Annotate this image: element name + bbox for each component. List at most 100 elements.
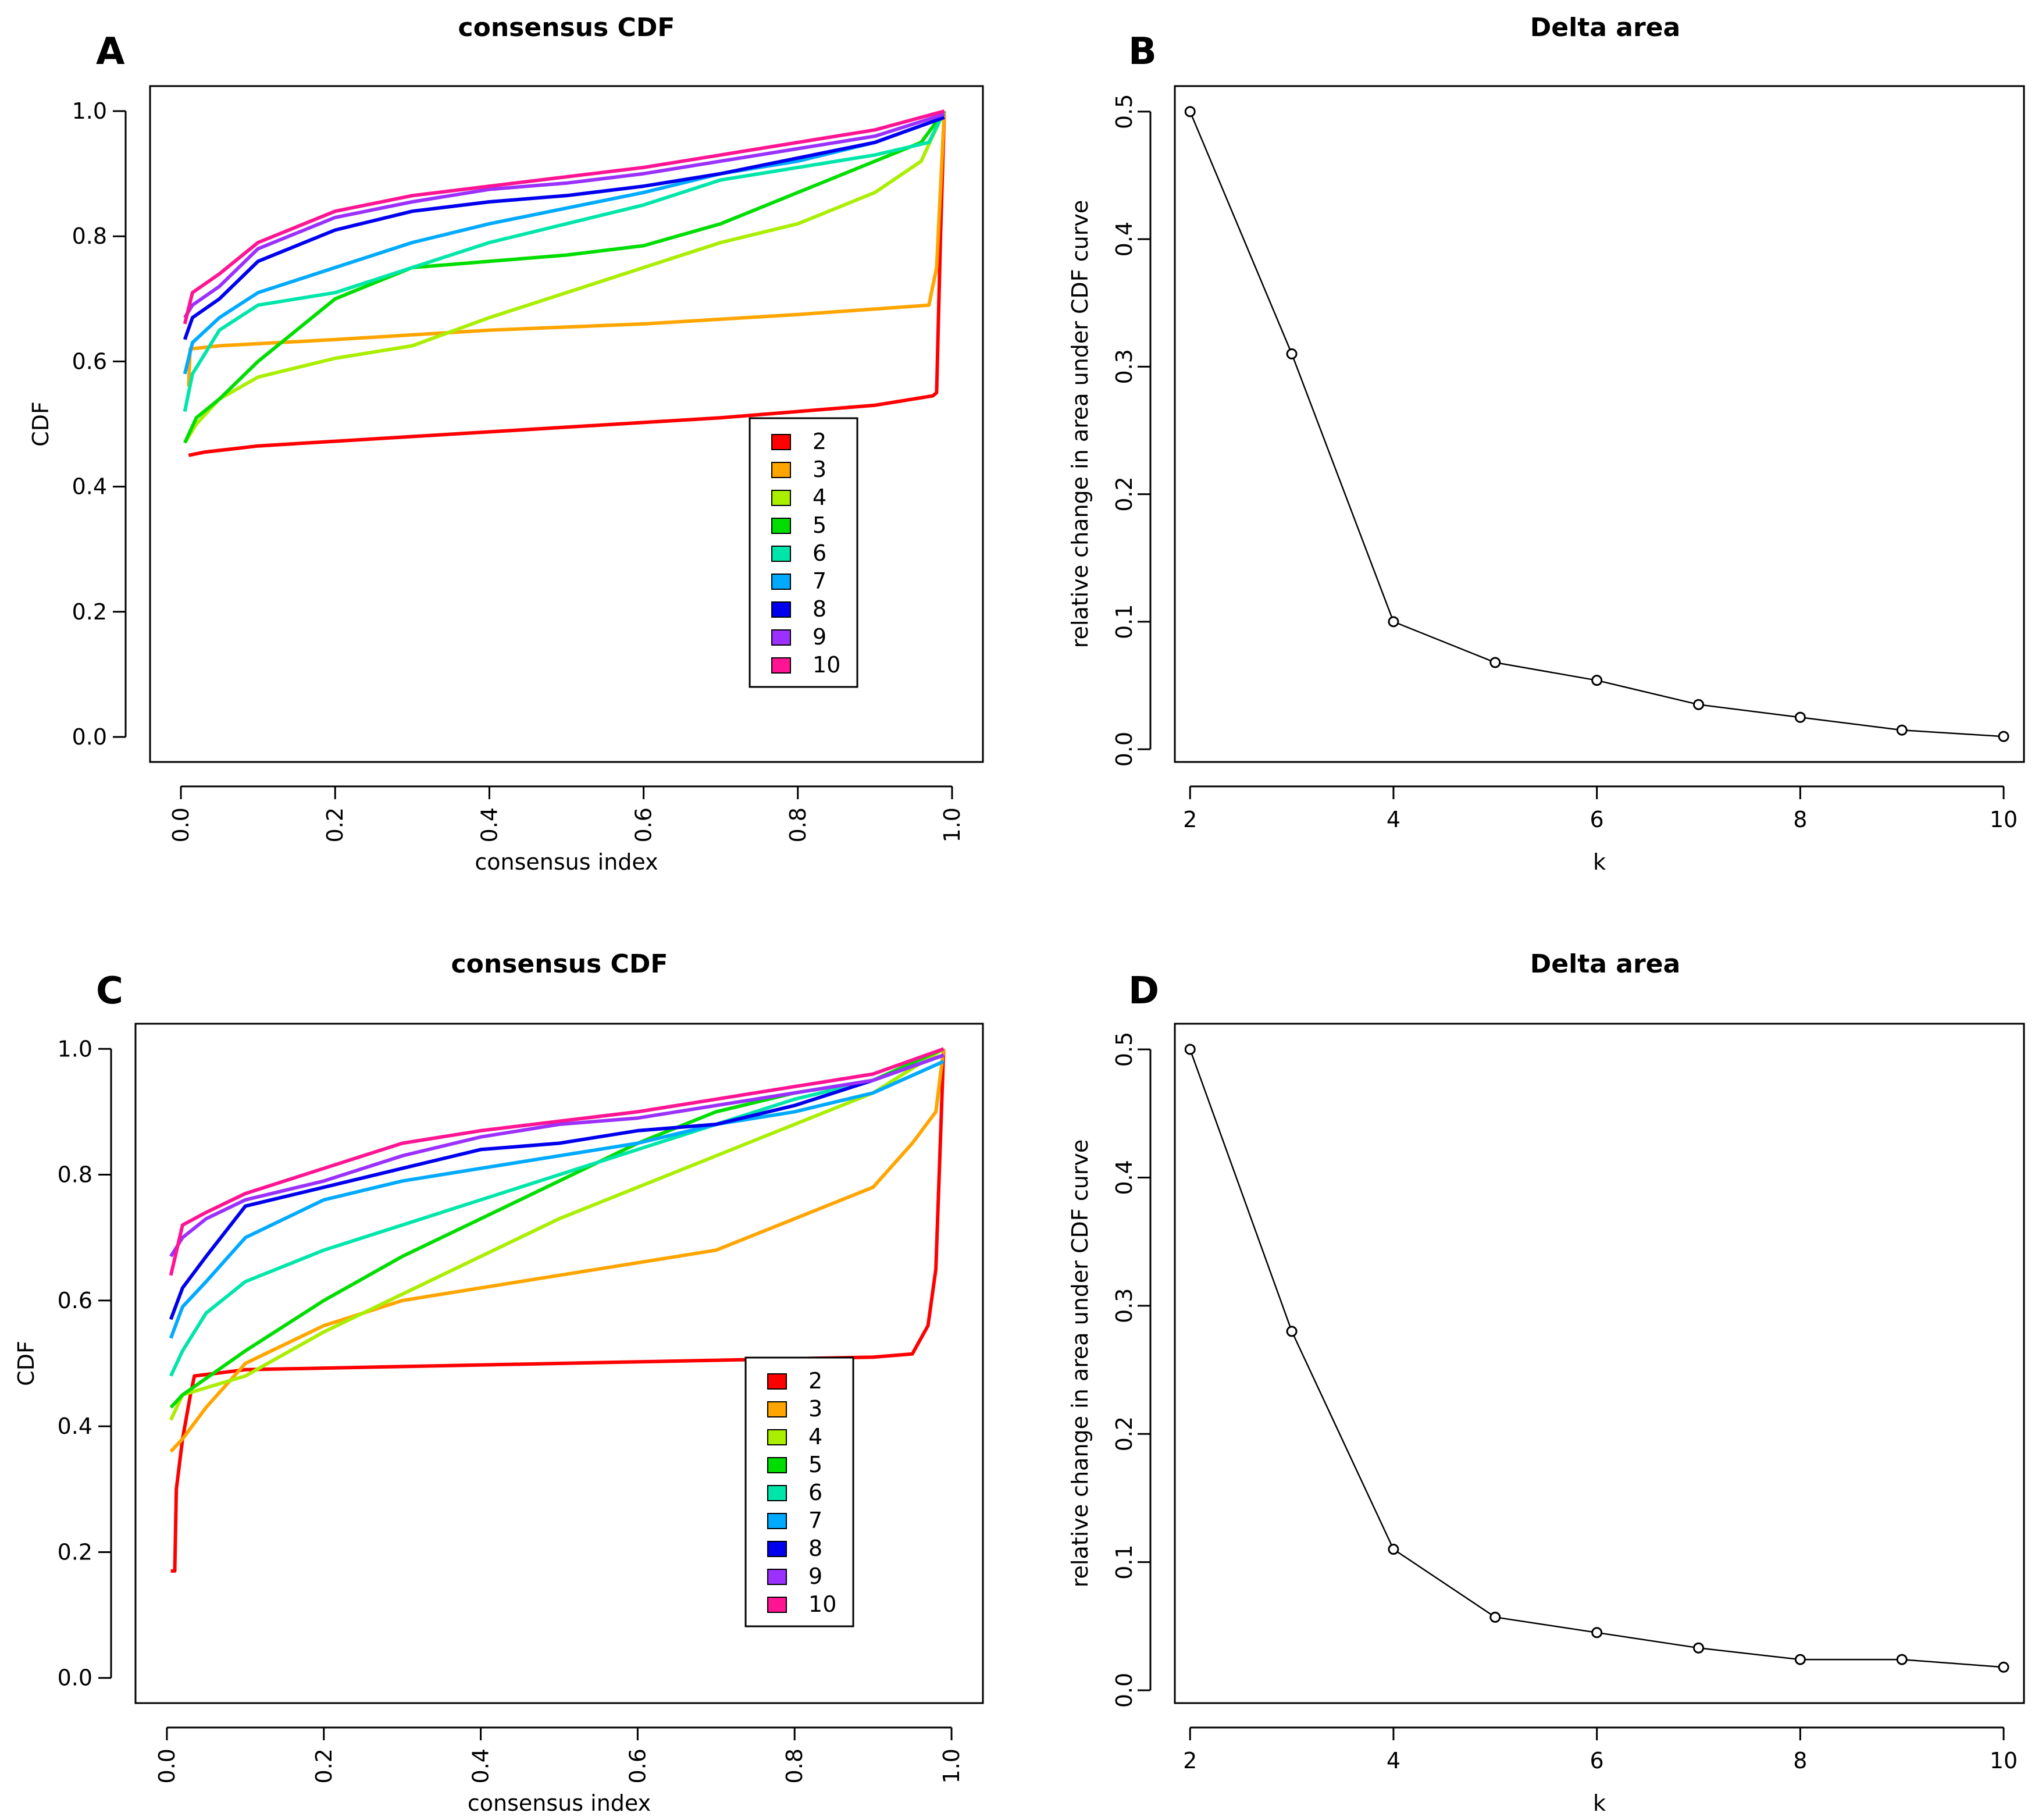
legend-swatch — [767, 1541, 787, 1557]
series-line-4 — [169, 1047, 945, 1421]
y-axis-label: relative change in area under CDF curve — [1067, 1139, 1093, 1587]
panel-letter: B — [1128, 30, 1157, 73]
legend-swatch — [767, 1569, 787, 1585]
x-tick-label: 6 — [1590, 807, 1604, 832]
y-tick-label: 0.4 — [58, 1413, 92, 1439]
y-tick-label: 1.0 — [58, 1036, 92, 1062]
plot-frame — [134, 1023, 984, 1704]
series-line-7 — [183, 115, 945, 375]
legend-swatch — [767, 1513, 787, 1529]
x-tick-label: 0.2 — [311, 1748, 337, 1783]
chart-title: consensus CDF — [458, 13, 675, 42]
legend-swatch — [771, 490, 792, 506]
legend-label: 3 — [812, 457, 826, 482]
x-tick-label: 10 — [1990, 1748, 2018, 1773]
legend-label: 9 — [812, 624, 826, 650]
x-tick-label: 2 — [1183, 807, 1197, 832]
legend-swatch — [771, 601, 792, 618]
series-line-10 — [169, 1047, 945, 1276]
x-tick-label: 10 — [1990, 807, 2018, 832]
y-tick-label: 0.3 — [1111, 349, 1137, 384]
legend-swatch — [767, 1401, 787, 1417]
series-line-6 — [183, 110, 946, 412]
data-point — [1692, 1642, 1704, 1654]
plot-frame — [149, 85, 984, 763]
data-point — [1896, 724, 1908, 736]
legend-label: 10 — [812, 652, 840, 678]
legend-label: 8 — [812, 596, 826, 622]
legend-label: 4 — [812, 485, 826, 510]
series-line-10 — [183, 109, 945, 325]
data-point — [1286, 348, 1298, 359]
panel-letter: A — [96, 30, 125, 73]
series-line-3 — [187, 111, 946, 387]
x-tick-label: 0.6 — [631, 807, 657, 842]
legend-swatch — [767, 1457, 787, 1473]
legend-label: 9 — [808, 1563, 822, 1589]
x-tick-label: 4 — [1387, 1748, 1400, 1773]
series-line-6 — [169, 1053, 945, 1377]
y-tick-label: 0.0 — [1111, 732, 1137, 767]
y-tick-label: 1.0 — [72, 98, 107, 124]
legend-swatch — [771, 462, 792, 478]
y-tick-label: 0.2 — [72, 599, 107, 625]
data-point — [1388, 1544, 1399, 1555]
data-point — [1184, 106, 1196, 117]
legend-label: 7 — [808, 1508, 822, 1533]
legend-box — [749, 417, 858, 688]
y-axis-label: CDF — [13, 1341, 39, 1386]
x-tick-label: 0.6 — [625, 1748, 650, 1783]
data-point — [1998, 731, 2009, 742]
x-tick-label: 0.0 — [154, 1748, 180, 1783]
legend-box — [744, 1356, 854, 1627]
x-tick-label: 4 — [1387, 807, 1400, 832]
data-point — [1489, 657, 1501, 668]
y-tick-label: 0.2 — [1111, 476, 1137, 511]
legend-swatch — [771, 629, 792, 646]
x-axis-label: consensus index — [475, 849, 658, 875]
legend-swatch — [771, 574, 792, 590]
legend-swatch — [771, 546, 792, 562]
series-line-2 — [188, 111, 946, 457]
legend-label: 6 — [808, 1480, 822, 1505]
x-axis-label: consensus index — [468, 1790, 651, 1816]
data-point — [1286, 1326, 1298, 1337]
y-tick-label: 0.4 — [72, 474, 107, 500]
y-tick-label: 0.0 — [1111, 1673, 1137, 1708]
series-line-5 — [183, 110, 946, 444]
y-tick-label: 0.5 — [1111, 1032, 1137, 1067]
panel-letter: D — [1128, 970, 1159, 1013]
y-tick-label: 0.1 — [1111, 604, 1137, 639]
legend-label: 8 — [808, 1536, 822, 1561]
data-point — [1794, 1654, 1806, 1665]
legend-label: 6 — [812, 540, 826, 566]
y-tick-label: 0.8 — [72, 223, 107, 249]
y-tick-label: 0.4 — [1111, 222, 1137, 257]
chart-title: Delta area — [1530, 949, 1680, 979]
x-tick-label: 0.0 — [168, 807, 194, 842]
y-tick-label: 0.2 — [58, 1539, 92, 1565]
x-tick-label: 6 — [1590, 1748, 1604, 1773]
x-tick-label: 8 — [1793, 807, 1807, 832]
series-line-8 — [183, 115, 945, 340]
x-tick-label: 1.0 — [939, 807, 965, 842]
y-axis-label: CDF — [28, 401, 54, 447]
plot-frame — [1174, 85, 2025, 763]
y-tick-label: 0.5 — [1111, 94, 1137, 129]
series-line-3 — [169, 1048, 946, 1453]
chart-title: Delta area — [1530, 13, 1680, 42]
chart-title: consensus CDF — [451, 949, 668, 979]
data-point — [1489, 1611, 1501, 1623]
x-tick-label: 0.4 — [476, 807, 502, 842]
y-axis-label: relative change in area under CDF curve — [1067, 200, 1093, 648]
x-tick-label: 8 — [1793, 1748, 1807, 1773]
legend-label: 5 — [812, 512, 826, 538]
x-axis-label: k — [1593, 849, 1606, 875]
data-point — [1184, 1043, 1196, 1055]
legend-label: 4 — [808, 1424, 822, 1449]
